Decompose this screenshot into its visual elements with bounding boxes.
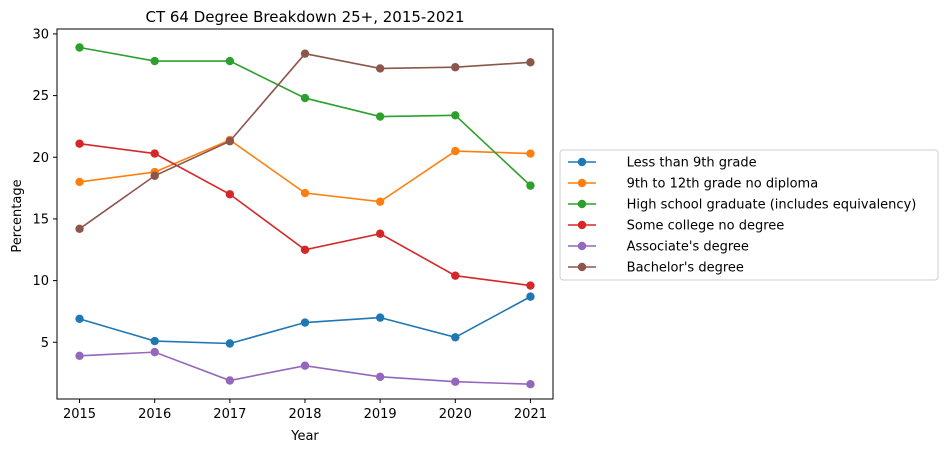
data-point [300, 318, 310, 327]
y-axis: 5 10 15 20 25 30 [32, 27, 57, 351]
data-point [225, 137, 235, 146]
data-point [451, 333, 460, 342]
data-point [526, 380, 535, 389]
legend-item: Bachelor's degree [568, 261, 744, 276]
legend-item: Associate's degree [568, 240, 749, 255]
data-point [150, 56, 159, 66]
legend-item: Less than 9th grade [568, 156, 757, 171]
data-point [300, 361, 310, 370]
data-point [451, 377, 460, 386]
data-point [375, 372, 385, 381]
data-point [75, 139, 84, 148]
series-layer [75, 43, 535, 389]
series-6 [75, 49, 535, 233]
data-point [150, 347, 159, 357]
data-point [526, 281, 535, 290]
x-tick-label: 2015 [63, 407, 96, 422]
series-3 [75, 43, 535, 190]
legend-item: High school graduate (includes equivalen… [568, 198, 916, 213]
data-point [225, 190, 235, 199]
data-point [75, 351, 84, 361]
data-point [300, 188, 310, 198]
data-point [375, 64, 385, 73]
series-1 [75, 292, 535, 348]
data-point [526, 181, 535, 190]
data-point [75, 177, 84, 187]
x-tick-label: 2016 [138, 407, 171, 422]
data-point [225, 56, 235, 66]
x-tick-label: 2020 [439, 407, 472, 422]
y-tick-label: 5 [41, 336, 49, 351]
y-tick-label: 10 [32, 274, 49, 289]
legend-label: Bachelor's degree [606, 261, 744, 276]
legend-item: Some college no degree [568, 219, 784, 234]
y-tick-label: 30 [32, 27, 49, 42]
legend-box [559, 149, 939, 281]
legend-label: Less than 9th grade [606, 156, 757, 171]
legend-label: Some college no degree [606, 219, 784, 234]
data-point [75, 43, 84, 52]
y-tick-label: 20 [32, 151, 49, 166]
data-point [375, 197, 385, 206]
x-axis-label: Year [290, 429, 319, 444]
data-point [150, 149, 159, 158]
data-point [526, 149, 535, 158]
data-point [150, 336, 159, 346]
x-tick-label: 2018 [288, 407, 321, 422]
x-axis: 2015 2016 2017 2018 2019 2020 2021 [63, 399, 547, 422]
x-tick-label: 2019 [364, 407, 397, 422]
data-point [75, 224, 84, 233]
legend-marker [577, 241, 587, 251]
series-5 [75, 347, 535, 389]
data-point [451, 111, 460, 120]
data-point [526, 292, 535, 301]
legend-label: Associate's degree [606, 240, 749, 255]
data-point [150, 171, 159, 180]
legend-marker [577, 220, 587, 230]
x-tick-label: 2017 [213, 407, 246, 422]
legend-item: 9th to 12th grade no diploma [568, 177, 818, 192]
data-point [300, 93, 310, 103]
data-point [526, 58, 535, 67]
data-point [225, 339, 235, 348]
data-point [225, 376, 235, 385]
legend-marker [577, 178, 587, 188]
legend-label: 9th to 12th grade no diploma [606, 177, 818, 192]
legend-label: High school graduate (includes equivalen… [606, 198, 916, 213]
y-tick-label: 25 [32, 89, 49, 104]
y-axis-label: Percentage [10, 179, 25, 252]
legend-marker [577, 199, 587, 209]
data-point [300, 245, 310, 254]
legend-marker [577, 262, 587, 272]
series-4 [75, 139, 535, 290]
y-tick-label: 15 [32, 212, 49, 227]
data-point [75, 314, 84, 324]
legend: Less than 9th grade 9th to 12th grade no… [559, 149, 939, 281]
data-point [451, 146, 460, 156]
data-point [375, 229, 385, 238]
data-point [375, 313, 385, 322]
data-point [451, 271, 460, 280]
x-tick-label: 2021 [514, 407, 547, 422]
data-point [375, 112, 385, 121]
chart-title: CT 64 Degree Breakdown 25+, 2015-2021 [145, 8, 464, 26]
legend-marker [577, 157, 587, 167]
data-point [300, 49, 310, 58]
data-point [451, 63, 460, 72]
